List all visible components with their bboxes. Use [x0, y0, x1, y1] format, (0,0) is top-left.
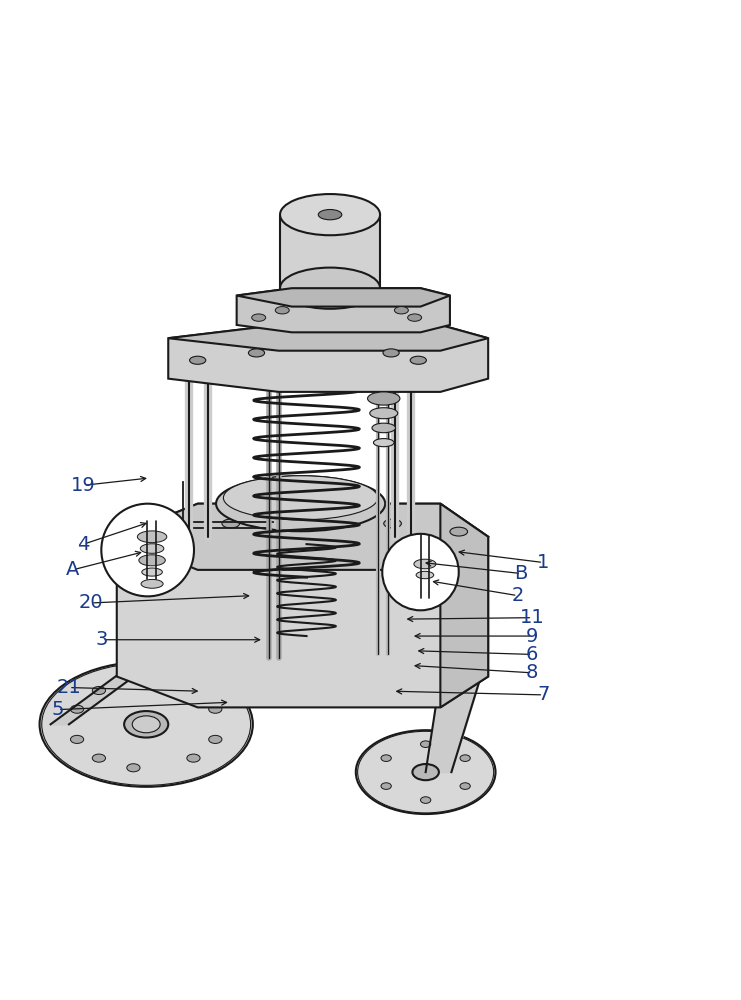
Text: 21: 21 — [56, 678, 82, 697]
Ellipse shape — [137, 531, 167, 543]
Ellipse shape — [139, 555, 165, 566]
Text: 11: 11 — [520, 608, 545, 627]
Ellipse shape — [39, 662, 253, 787]
Text: 5: 5 — [52, 700, 64, 719]
Ellipse shape — [93, 754, 105, 762]
Ellipse shape — [209, 705, 222, 713]
Polygon shape — [117, 504, 488, 570]
Text: 4: 4 — [78, 535, 90, 554]
Ellipse shape — [124, 711, 168, 738]
Ellipse shape — [394, 307, 408, 314]
Ellipse shape — [209, 735, 222, 743]
Ellipse shape — [420, 797, 431, 803]
Polygon shape — [168, 325, 488, 392]
Ellipse shape — [368, 392, 400, 405]
Ellipse shape — [132, 716, 160, 733]
Ellipse shape — [450, 527, 468, 536]
Ellipse shape — [319, 209, 342, 220]
Text: 6: 6 — [526, 645, 539, 664]
Ellipse shape — [275, 307, 289, 314]
Ellipse shape — [248, 349, 265, 357]
Text: 20: 20 — [79, 593, 103, 612]
Ellipse shape — [156, 527, 173, 536]
Ellipse shape — [358, 731, 494, 813]
Text: 7: 7 — [537, 685, 550, 704]
Ellipse shape — [356, 730, 496, 814]
Ellipse shape — [383, 349, 399, 357]
Ellipse shape — [460, 755, 471, 761]
Ellipse shape — [142, 568, 162, 576]
Ellipse shape — [416, 571, 433, 579]
Ellipse shape — [460, 783, 471, 789]
Text: 2: 2 — [511, 586, 524, 605]
Circle shape — [102, 504, 194, 596]
Polygon shape — [440, 504, 488, 707]
Ellipse shape — [187, 686, 200, 695]
Ellipse shape — [41, 663, 250, 785]
Text: 19: 19 — [71, 476, 96, 495]
Text: 1: 1 — [537, 553, 550, 572]
Ellipse shape — [370, 408, 398, 419]
Ellipse shape — [252, 314, 266, 321]
Ellipse shape — [280, 194, 380, 235]
Ellipse shape — [372, 423, 396, 433]
Ellipse shape — [408, 314, 422, 321]
Ellipse shape — [70, 735, 84, 743]
Text: B: B — [514, 564, 528, 583]
Ellipse shape — [381, 783, 391, 789]
Ellipse shape — [153, 677, 165, 685]
Ellipse shape — [222, 519, 239, 528]
Ellipse shape — [141, 579, 163, 588]
Polygon shape — [236, 288, 450, 307]
Ellipse shape — [420, 741, 431, 747]
Text: A: A — [66, 560, 79, 579]
Ellipse shape — [140, 544, 164, 553]
Ellipse shape — [413, 764, 439, 780]
Ellipse shape — [414, 559, 436, 569]
Ellipse shape — [303, 516, 321, 525]
Text: 9: 9 — [526, 627, 539, 646]
Ellipse shape — [127, 764, 140, 772]
Circle shape — [382, 534, 459, 610]
Ellipse shape — [187, 754, 200, 762]
Polygon shape — [117, 504, 488, 707]
Ellipse shape — [381, 755, 391, 761]
Polygon shape — [236, 288, 450, 332]
Text: 8: 8 — [526, 663, 539, 682]
Polygon shape — [168, 325, 488, 351]
Ellipse shape — [373, 439, 394, 447]
Ellipse shape — [223, 476, 378, 520]
Ellipse shape — [411, 356, 426, 364]
Ellipse shape — [93, 686, 105, 695]
Ellipse shape — [190, 356, 206, 364]
Ellipse shape — [216, 476, 385, 531]
Polygon shape — [280, 215, 380, 288]
Ellipse shape — [384, 519, 402, 528]
Ellipse shape — [280, 268, 380, 309]
Text: 3: 3 — [96, 630, 108, 649]
Ellipse shape — [70, 705, 84, 713]
